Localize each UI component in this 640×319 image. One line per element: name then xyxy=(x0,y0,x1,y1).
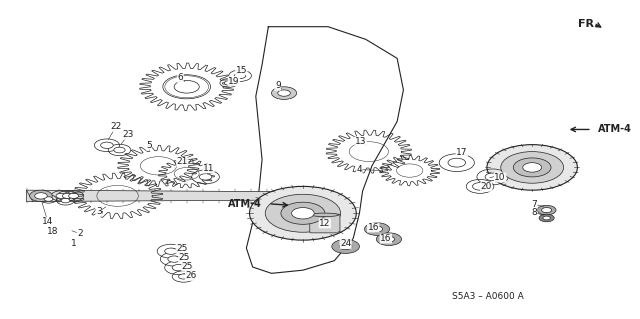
Circle shape xyxy=(448,158,465,167)
Circle shape xyxy=(199,174,212,180)
Text: 16: 16 xyxy=(380,234,392,243)
Text: ATM-4: ATM-4 xyxy=(228,199,262,209)
Text: FR.: FR. xyxy=(578,19,598,28)
Text: 17: 17 xyxy=(456,148,468,157)
Circle shape xyxy=(292,208,314,219)
Circle shape xyxy=(500,152,564,183)
Circle shape xyxy=(225,81,233,85)
Circle shape xyxy=(271,87,296,100)
Circle shape xyxy=(472,182,488,190)
Circle shape xyxy=(56,193,66,198)
Text: 11: 11 xyxy=(203,164,214,173)
Circle shape xyxy=(371,226,383,232)
Circle shape xyxy=(172,264,185,271)
Text: 25: 25 xyxy=(182,262,193,271)
Circle shape xyxy=(539,214,554,222)
Circle shape xyxy=(487,145,577,190)
Circle shape xyxy=(234,73,246,78)
Circle shape xyxy=(383,236,395,242)
Text: 25: 25 xyxy=(176,244,188,253)
Text: 6: 6 xyxy=(177,73,183,82)
Polygon shape xyxy=(26,190,316,202)
Text: 21: 21 xyxy=(177,157,188,166)
Circle shape xyxy=(35,193,47,199)
Text: 20: 20 xyxy=(481,182,492,191)
Circle shape xyxy=(114,147,125,153)
Circle shape xyxy=(68,193,79,198)
Text: 3: 3 xyxy=(96,207,102,216)
Text: 8: 8 xyxy=(531,208,537,217)
Circle shape xyxy=(543,216,550,220)
Circle shape xyxy=(29,190,52,202)
Circle shape xyxy=(179,274,189,279)
Text: 22: 22 xyxy=(110,122,122,131)
Circle shape xyxy=(164,248,177,254)
Text: 10: 10 xyxy=(494,173,506,182)
Circle shape xyxy=(537,205,556,215)
Circle shape xyxy=(364,223,390,235)
Circle shape xyxy=(62,193,72,198)
Text: 9: 9 xyxy=(275,81,281,90)
Text: 2: 2 xyxy=(77,229,83,238)
Circle shape xyxy=(278,90,291,96)
Text: 16: 16 xyxy=(367,223,379,232)
Text: 23: 23 xyxy=(123,130,134,139)
Text: 7: 7 xyxy=(531,200,537,209)
Circle shape xyxy=(541,208,552,213)
FancyBboxPatch shape xyxy=(310,214,340,233)
Circle shape xyxy=(513,158,551,177)
Text: 26: 26 xyxy=(186,271,196,280)
Text: 4: 4 xyxy=(356,165,362,174)
Text: S5A3 – A0600 A: S5A3 – A0600 A xyxy=(452,292,524,300)
Circle shape xyxy=(485,173,500,181)
Circle shape xyxy=(332,240,360,253)
Text: 15: 15 xyxy=(236,65,247,75)
Circle shape xyxy=(168,256,180,262)
Circle shape xyxy=(523,163,541,172)
Text: 14: 14 xyxy=(42,217,54,226)
Text: 5: 5 xyxy=(146,141,152,150)
Circle shape xyxy=(44,197,53,201)
Ellipse shape xyxy=(311,213,339,217)
Text: 18: 18 xyxy=(47,227,59,236)
Text: 1: 1 xyxy=(71,239,77,248)
Text: 25: 25 xyxy=(179,253,190,262)
Circle shape xyxy=(376,233,401,246)
Circle shape xyxy=(339,243,352,250)
Circle shape xyxy=(250,186,356,240)
Text: 12: 12 xyxy=(319,219,331,228)
Text: 13: 13 xyxy=(355,137,367,146)
Circle shape xyxy=(61,198,70,203)
Text: 19: 19 xyxy=(228,77,239,85)
Text: 24: 24 xyxy=(340,240,351,249)
Circle shape xyxy=(265,194,340,232)
Circle shape xyxy=(174,80,199,93)
Text: ATM-4: ATM-4 xyxy=(598,124,632,135)
Circle shape xyxy=(100,142,113,148)
Circle shape xyxy=(281,202,325,224)
